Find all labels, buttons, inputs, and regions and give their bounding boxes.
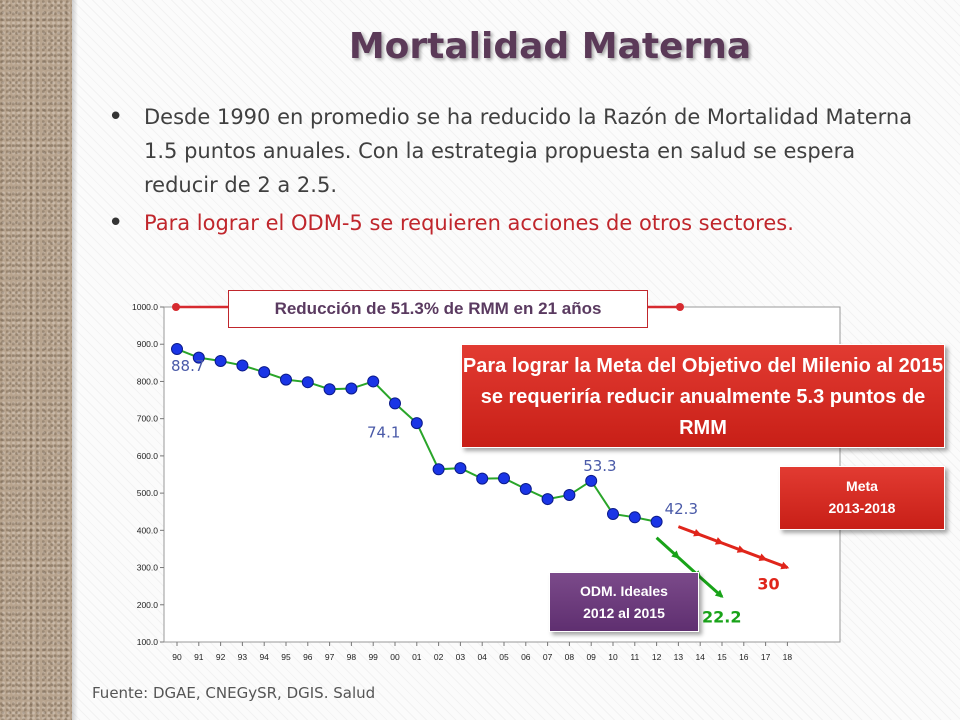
data-point-arrow [714,589,724,598]
data-label: 42.3 [665,500,698,518]
data-point [367,375,380,388]
x-tick-label: 97 [325,652,335,662]
x-tick-label: 16 [739,652,749,662]
x-tick-label: 07 [543,652,553,662]
x-tick-label: 13 [674,652,684,662]
data-label: 30 [757,575,779,594]
x-tick-label: 09 [586,652,596,662]
x-tick-label: 90 [172,652,182,662]
x-tick-label: 95 [281,652,291,662]
data-point [650,515,663,528]
data-point [258,366,271,379]
data-point [236,359,249,372]
reduction-label: Reducción de 51.3% de RMM en 21 años [228,290,648,328]
data-point [171,343,183,356]
bullet-text: Para lograr el ODM-5 se requieren accion… [144,211,794,235]
data-label: 53.3 [583,457,616,475]
y-tick-label: 200.0 [137,600,159,610]
source-note: Fuente: DGAE, CNEGySR, DGIS. Salud [92,684,376,702]
x-tick-label: 15 [717,652,727,662]
data-label: 88.7 [171,357,204,375]
data-point [280,373,292,386]
bullet-icon: • [108,208,124,238]
data-point [345,382,358,395]
data-point-arrow [671,550,680,559]
x-tick-label: 93 [238,652,248,662]
data-point [498,472,510,485]
callout-odm-ideales-line2: 2012 al 2015 [583,605,665,621]
y-tick-label: 700.0 [137,414,159,424]
data-point [541,493,554,506]
x-tick-label: 17 [761,652,771,662]
callout-odm-ideales-line1: ODM. Ideales [580,583,668,599]
data-point-arrow [693,528,703,537]
y-tick-label: 900.0 [137,339,159,349]
data-label: 74.1 [367,423,400,441]
x-tick-label: 08 [565,652,575,662]
data-point-arrow [758,553,768,562]
bullet-item: • Desde 1990 en promedio se ha reducido … [108,100,928,202]
data-point [323,383,336,396]
x-tick-label: 94 [259,652,269,662]
left-decorative-stripe [0,0,72,720]
x-tick-label: 02 [434,652,444,662]
data-label: 22.2 [702,608,741,627]
y-tick-label: 300.0 [137,563,159,573]
data-point-arrow [714,537,724,545]
y-tick-label: 1000.0 [132,302,158,312]
x-tick-label: 06 [521,652,531,662]
x-tick-label: 92 [216,652,226,662]
data-point-arrow [736,545,746,553]
data-point [519,483,532,496]
data-point [628,511,641,524]
x-tick-label: 05 [499,652,509,662]
bullet-list: • Desde 1990 en promedio se ha reducido … [108,100,928,244]
data-point [585,474,598,487]
callout-meta-period: Meta 2013-2018 [779,466,945,530]
y-tick-label: 800.0 [137,376,159,386]
callout-meta-odm: Para lograr la Meta del Objetivo del Mil… [461,344,945,448]
bullet-text: Desde 1990 en promedio se ha reducido la… [144,105,913,197]
x-tick-label: 99 [368,652,378,662]
data-point [389,397,401,410]
callout-odm-ideales: ODM. Ideales 2012 al 2015 [549,572,699,632]
bullet-item: • Para lograr el ODM-5 se requieren acci… [108,206,928,240]
x-tick-label: 91 [194,652,204,662]
y-tick-label: 400.0 [137,525,159,535]
x-tick-label: 03 [456,652,466,662]
x-tick-label: 96 [303,652,313,662]
data-point [607,507,619,520]
x-tick-label: 04 [477,652,487,662]
series-line-odm_ideal [655,536,723,598]
callout-meta-period-line1: Meta [846,478,878,494]
x-tick-label: 18 [783,652,793,662]
x-tick-label: 98 [347,652,357,662]
data-point [214,354,227,367]
slide-title: Mortalidad Materna [348,26,752,67]
x-tick-label: 12 [652,652,662,662]
data-point [192,351,205,364]
data-point [432,463,445,476]
y-tick-label: 500.0 [137,488,159,498]
y-tick-label: 600.0 [137,451,159,461]
reduction-bracket-end-dot [676,303,684,311]
y-tick-label: 100.0 [137,637,159,647]
data-point [301,376,314,389]
data-point-arrow [780,561,790,570]
data-point [410,417,423,430]
x-tick-label: 11 [630,652,639,662]
bullet-icon: • [108,102,124,132]
x-tick-label: 14 [695,652,705,662]
callout-meta-period-line2: 2013-2018 [828,500,896,516]
reduction-bracket-start-dot [172,303,180,311]
x-tick-label: 00 [390,652,400,662]
x-tick-label: 10 [608,652,618,662]
data-point [476,472,489,485]
data-point [563,488,576,501]
x-tick-label: 01 [412,652,422,662]
data-point [454,462,467,475]
stripe-shadow [72,0,78,720]
